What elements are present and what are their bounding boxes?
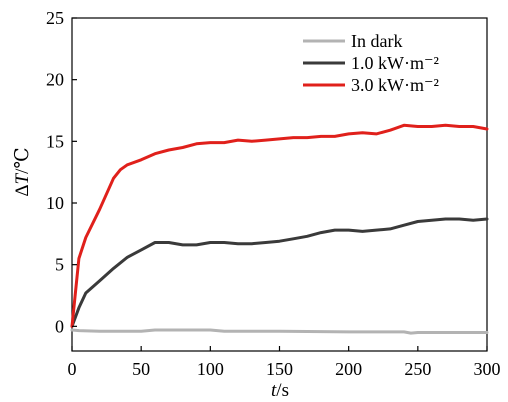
legend-label-1: In dark: [351, 31, 402, 51]
y-tick-label: 15: [46, 131, 64, 151]
y-axis-label-var: T: [12, 172, 33, 184]
series-line-1: [70, 328, 489, 335]
x-axis-label-var: t: [271, 380, 277, 401]
ticks-layer: 0 50 100 150 200 250 300 0 5 10 15 20 25: [46, 8, 501, 379]
x-tick-label: 300: [474, 359, 501, 379]
y-axis-label-delta: Δ: [12, 184, 33, 196]
series-layer: [70, 123, 489, 335]
series-line-2: [70, 217, 489, 328]
x-axis-label: t/s: [271, 380, 289, 401]
y-tick-label: 10: [46, 193, 64, 213]
y-tick-label: 0: [55, 316, 64, 336]
legend-label-3: 3.0 kW·m⁻²: [351, 75, 439, 95]
x-tick-label: 150: [266, 359, 293, 379]
series-line-3: [70, 123, 489, 328]
x-tick-label: 50: [132, 359, 150, 379]
y-tick-label: 25: [46, 8, 64, 28]
x-tick-label: 250: [404, 359, 431, 379]
x-tick-label: 100: [197, 359, 224, 379]
y-tick-label: 20: [46, 70, 64, 90]
y-tick-label: 5: [55, 255, 64, 275]
x-tick-label: 200: [335, 359, 362, 379]
y-axis-label-unit: /℃: [12, 147, 33, 174]
y-axis-label: ΔT/℃: [12, 147, 33, 196]
legend-label-2: 1.0 kW·m⁻²: [351, 53, 439, 73]
x-axis-label-unit: /s: [276, 380, 289, 401]
x-tick-label: 0: [68, 359, 77, 379]
